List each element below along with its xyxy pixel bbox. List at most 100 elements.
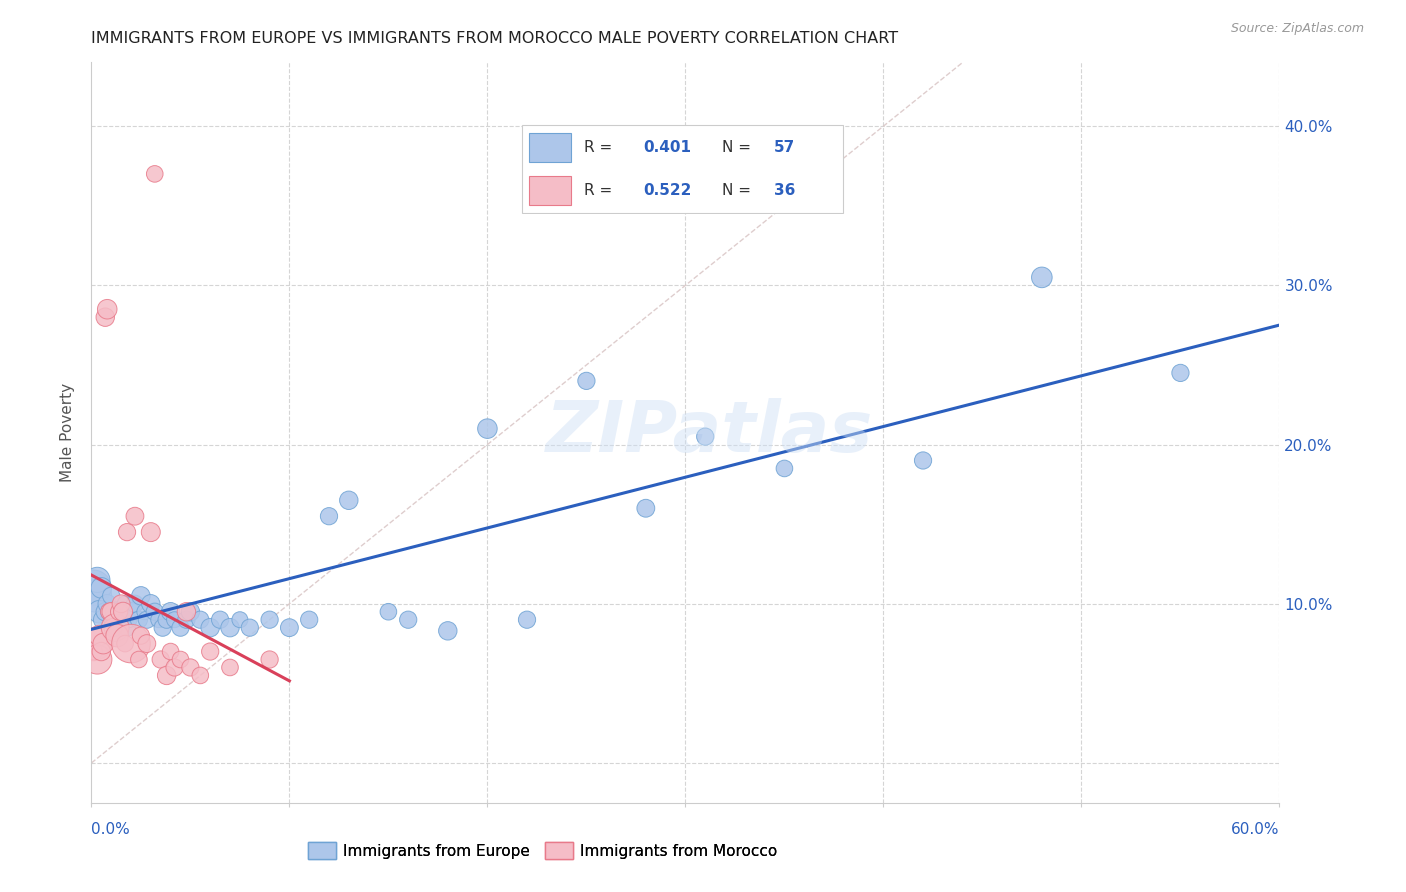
Point (110, 597, 132, 611)
Point (128, 613, 150, 627)
Text: ZIPatlas: ZIPatlas (546, 398, 873, 467)
Point (82, 581, 104, 595)
Point (377, 605, 399, 619)
Point (94, 605, 117, 619)
Text: 0.401: 0.401 (643, 140, 692, 155)
Point (100, 605, 122, 619)
Point (159, 605, 181, 619)
Point (156, 668, 179, 682)
Point (115, 525, 138, 540)
Point (219, 660, 242, 674)
Point (98, 605, 121, 619)
Point (115, 621, 138, 635)
Point (337, 493, 360, 508)
Point (1170, 366, 1192, 380)
Point (152, 621, 174, 635)
Point (259, 613, 281, 627)
Point (124, 597, 146, 611)
Point (436, 624, 458, 638)
Point (110, 613, 132, 627)
Point (575, 374, 598, 388)
Point (318, 509, 340, 524)
Point (98, 605, 121, 619)
Point (114, 637, 136, 651)
Point (298, 613, 321, 627)
Point (773, 461, 796, 475)
Point (1031, 270, 1053, 285)
Point (134, 605, 156, 619)
Point (209, 613, 232, 627)
Point (86, 652, 108, 666)
Text: R =: R = (585, 183, 617, 198)
Point (128, 652, 150, 666)
Point (86, 573, 108, 587)
Text: Source: ZipAtlas.com: Source: ZipAtlas.com (1230, 22, 1364, 36)
Point (259, 652, 281, 666)
Text: IMMIGRANTS FROM EUROPE VS IMMIGRANTS FROM MOROCCO MALE POVERTY CORRELATION CHART: IMMIGRANTS FROM EUROPE VS IMMIGRANTS FRO… (91, 31, 898, 46)
Point (101, 621, 124, 635)
Point (188, 613, 211, 627)
Point (114, 597, 136, 611)
Point (163, 613, 186, 627)
Text: N =: N = (721, 140, 755, 155)
Point (516, 613, 538, 627)
Point (239, 621, 262, 635)
Point (96, 302, 118, 317)
Point (156, 613, 179, 627)
Point (82, 644, 104, 658)
Point (104, 605, 127, 619)
Point (84, 637, 107, 651)
Point (124, 509, 146, 524)
Point (129, 629, 152, 643)
Text: 60.0%: 60.0% (1232, 822, 1279, 837)
Point (163, 660, 186, 674)
Point (634, 501, 657, 516)
Point (100, 589, 122, 603)
FancyBboxPatch shape (522, 125, 842, 212)
Text: R =: R = (585, 140, 617, 155)
Point (179, 605, 201, 619)
Point (169, 652, 191, 666)
Point (118, 613, 141, 627)
Point (112, 605, 135, 619)
Text: 0.0%: 0.0% (91, 822, 131, 837)
Point (176, 605, 198, 619)
Point (105, 629, 128, 643)
Point (176, 613, 198, 627)
Point (695, 429, 717, 443)
Point (90, 581, 112, 595)
Point (396, 613, 419, 627)
FancyBboxPatch shape (529, 176, 571, 204)
Legend: Immigrants from Europe, Immigrants from Morocco: Immigrants from Europe, Immigrants from … (302, 836, 783, 865)
Text: 36: 36 (773, 183, 796, 198)
Point (188, 668, 211, 682)
Point (200, 644, 222, 658)
Point (89, 629, 111, 643)
Point (129, 589, 152, 603)
Point (149, 652, 172, 666)
Point (477, 422, 499, 436)
Point (91, 613, 114, 627)
Point (169, 621, 191, 635)
Point (200, 621, 222, 635)
Point (159, 644, 181, 658)
Point (143, 605, 166, 619)
Point (229, 613, 252, 627)
Text: N =: N = (721, 183, 755, 198)
Point (84, 589, 107, 603)
Point (105, 621, 128, 635)
Point (120, 637, 142, 651)
Point (94, 310, 117, 325)
Point (911, 453, 934, 467)
Text: 57: 57 (773, 140, 796, 155)
Point (139, 597, 162, 611)
Point (91, 637, 114, 651)
Point (104, 621, 127, 635)
Point (96, 597, 118, 611)
Point (179, 660, 201, 674)
Point (219, 621, 242, 635)
Point (143, 167, 166, 181)
Point (89, 605, 111, 619)
Point (108, 605, 131, 619)
Point (139, 525, 162, 540)
